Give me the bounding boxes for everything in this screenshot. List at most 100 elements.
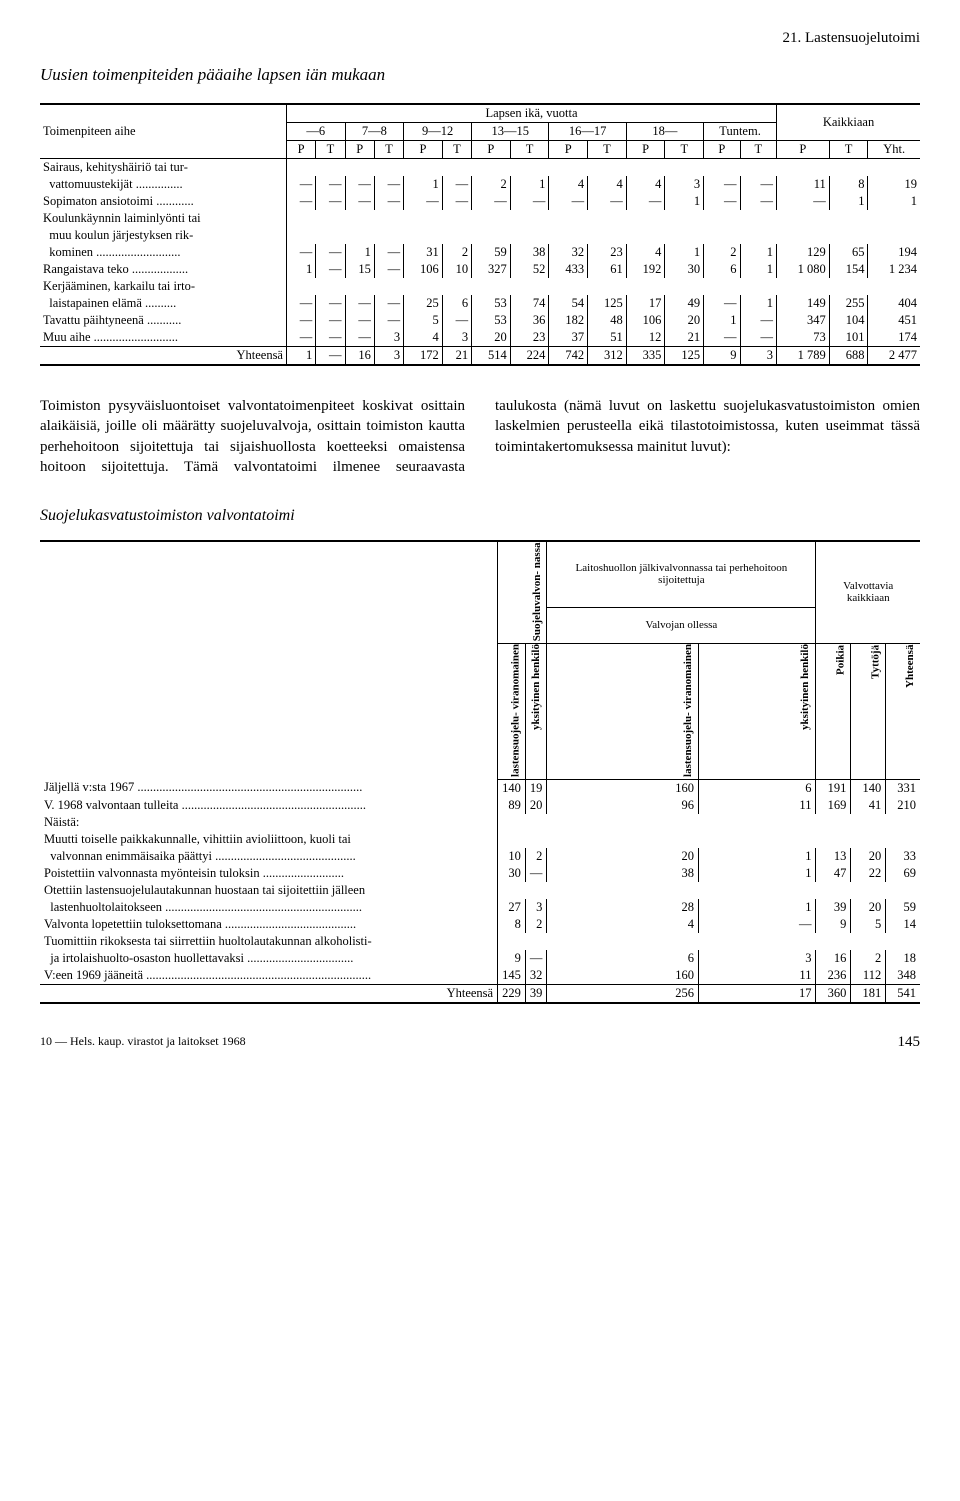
t1-cell: — bbox=[704, 193, 740, 210]
t1-cell: 106 bbox=[404, 261, 443, 278]
t2-cell: 2 bbox=[525, 916, 547, 933]
t2-cell: 2 bbox=[851, 950, 886, 967]
t1-cell: 59 bbox=[472, 244, 511, 261]
t2-cell: — bbox=[698, 916, 815, 933]
t1-cell: 194 bbox=[868, 244, 920, 261]
t1-pt: P bbox=[549, 141, 588, 159]
t2-row-label: valvonnan enimmäisaika päättyi .........… bbox=[40, 848, 498, 865]
t2-total-cell: 39 bbox=[525, 984, 547, 1003]
t1-kaikkiaan: Kaikkiaan bbox=[777, 104, 920, 141]
t1-cell: — bbox=[740, 176, 776, 193]
t1-cell: 49 bbox=[665, 295, 704, 312]
t2-cell: 140 bbox=[498, 779, 526, 797]
t1-cell: — bbox=[442, 312, 471, 329]
t1-pt: T bbox=[588, 141, 627, 159]
t1-row-label: Koulunkäynnin laiminlyönti tai bbox=[40, 210, 286, 227]
t2-row-label: V. 1968 valvontaan tulleita ............… bbox=[40, 797, 498, 814]
t1-row-label: Rangaistava teko .................. bbox=[40, 261, 286, 278]
t1-cell: 182 bbox=[549, 312, 588, 329]
t1-cell: 3 bbox=[665, 176, 704, 193]
t1-total-cell: 1 789 bbox=[777, 347, 830, 366]
t1-cell: — bbox=[704, 176, 740, 193]
t1-cell: 11 bbox=[777, 176, 830, 193]
t2-cell: 1 bbox=[698, 899, 815, 916]
t2-cell: 28 bbox=[547, 899, 699, 916]
t1-cell: — bbox=[316, 244, 345, 261]
t2-cell: 145 bbox=[498, 967, 526, 985]
t2-total-cell: 256 bbox=[547, 984, 699, 1003]
t1-cell: — bbox=[588, 193, 627, 210]
t1-cell: — bbox=[740, 329, 776, 347]
t1-cell: 8 bbox=[829, 176, 868, 193]
t1-cell: 1 bbox=[510, 176, 549, 193]
t2-total-cell: 181 bbox=[851, 984, 886, 1003]
t1-cell: 74 bbox=[510, 295, 549, 312]
t1-age-4: 16—17 bbox=[549, 123, 626, 141]
t1-cell: 125 bbox=[588, 295, 627, 312]
t1-total-cell: 1 bbox=[286, 347, 315, 366]
body-paragraph: Toimiston pysyväisluontoiset valvontatoi… bbox=[40, 396, 920, 477]
t1-cell: — bbox=[286, 176, 315, 193]
t2-sub: Valvojan ollessa bbox=[547, 607, 816, 643]
t1-age-0: —6 bbox=[286, 123, 345, 141]
t1-total-label: Yhteensä bbox=[40, 347, 286, 366]
t1-cell: 129 bbox=[777, 244, 830, 261]
t1-cell: 2 bbox=[442, 244, 471, 261]
t1-age-1: 7—8 bbox=[345, 123, 404, 141]
t2-cell: 16 bbox=[816, 950, 851, 967]
t1-cell: 347 bbox=[777, 312, 830, 329]
t2-colhead-1: yksityinen henkilö bbox=[525, 643, 547, 779]
t2-cell: 6 bbox=[698, 779, 815, 797]
t1-pt: T bbox=[665, 141, 704, 159]
t2-cell: 3 bbox=[525, 899, 547, 916]
t2-cell: 41 bbox=[851, 797, 886, 814]
t1-cell: 4 bbox=[626, 244, 665, 261]
t2-cell: 10 bbox=[498, 848, 526, 865]
t1-pt: P bbox=[404, 141, 443, 159]
t2-row-label: Otettiin lastensuojelulautakunnan huosta… bbox=[40, 882, 498, 899]
t1-cell: — bbox=[777, 193, 830, 210]
t2-cell: 27 bbox=[498, 899, 526, 916]
t1-cell: 65 bbox=[829, 244, 868, 261]
t2-cell: 96 bbox=[547, 797, 699, 814]
t1-row-header: Toimenpiteen aihe bbox=[40, 104, 286, 159]
t1-cell: — bbox=[510, 193, 549, 210]
t2-cell: 13 bbox=[816, 848, 851, 865]
t1-total-cell: 172 bbox=[404, 347, 443, 366]
t1-age-3: 13—15 bbox=[472, 123, 549, 141]
t2-row-label: Näistä: bbox=[40, 814, 498, 831]
t1-cell: 6 bbox=[704, 261, 740, 278]
t2-cell: 20 bbox=[851, 899, 886, 916]
t1-cell: — bbox=[345, 193, 374, 210]
t1-total-cell: 335 bbox=[626, 347, 665, 366]
t1-cell: 1 080 bbox=[777, 261, 830, 278]
t1-cell: 4 bbox=[588, 176, 627, 193]
t1-cell: 4 bbox=[549, 176, 588, 193]
t1-cell: 101 bbox=[829, 329, 868, 347]
t1-total-cell: 2 477 bbox=[868, 347, 920, 366]
t1-cell: 451 bbox=[868, 312, 920, 329]
t2-cell: 14 bbox=[886, 916, 920, 933]
t2-cell: 160 bbox=[547, 967, 699, 985]
t2-row-label: V:een 1969 jääneitä ....................… bbox=[40, 967, 498, 985]
t1-cell: — bbox=[316, 193, 345, 210]
t1-cell: 149 bbox=[777, 295, 830, 312]
t1-cell: 255 bbox=[829, 295, 868, 312]
t1-total-cell: 514 bbox=[472, 347, 511, 366]
t1-cell: 30 bbox=[665, 261, 704, 278]
t1-cell: — bbox=[704, 295, 740, 312]
t1-cell: 174 bbox=[868, 329, 920, 347]
t1-cell: — bbox=[316, 329, 345, 347]
t2-cell: 11 bbox=[698, 967, 815, 985]
t2-cell: 20 bbox=[525, 797, 547, 814]
t1-cell: 31 bbox=[404, 244, 443, 261]
t1-cell: — bbox=[740, 193, 776, 210]
t1-cell: 1 bbox=[740, 244, 776, 261]
t1-cell: 36 bbox=[510, 312, 549, 329]
t1-cell: 1 bbox=[740, 295, 776, 312]
t1-cell: 1 bbox=[868, 193, 920, 210]
t2-cell: 69 bbox=[886, 865, 920, 882]
t1-pt: T bbox=[442, 141, 471, 159]
t2-cell: 140 bbox=[851, 779, 886, 797]
t1-cell: — bbox=[316, 176, 345, 193]
